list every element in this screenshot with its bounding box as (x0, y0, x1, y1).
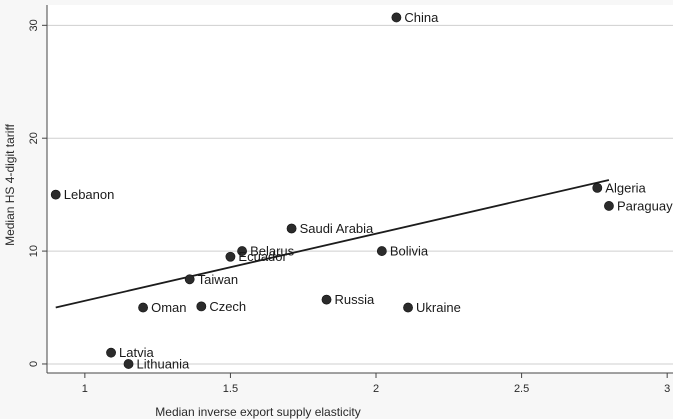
data-points: China Lebanon Algeria Paraguay Saudi Arabia B… (50, 10, 673, 371)
x-axis-ticks: 1 1.5 2 2.5 3 (82, 373, 670, 395)
x-axis-title: Median inverse export supply elasticity (155, 405, 360, 419)
x-tick-label-2.5: 2.5 (514, 383, 529, 395)
point-ecuador (225, 251, 236, 262)
point-paraguay (604, 201, 614, 211)
point-label-bolivia: Bolivia (390, 244, 429, 259)
y-tick-label-0: 0 (28, 361, 40, 367)
y-tick-label-30: 30 (28, 19, 40, 31)
point-saudi-arabia (286, 223, 297, 234)
x-tick-label-3: 3 (664, 383, 670, 395)
point-label-algeria: Algeria (605, 180, 646, 195)
point-label-taiwan: Taiwan (198, 272, 238, 287)
point-taiwan (184, 274, 195, 285)
y-tick-label-10: 10 (28, 245, 40, 257)
plot-area (47, 5, 673, 373)
point-lithuania (123, 359, 134, 369)
point-china (391, 12, 402, 23)
point-label-ukraine: Ukraine (416, 300, 461, 315)
point-label-belarus: Belarus (250, 244, 295, 259)
point-label-oman: Oman (151, 300, 186, 315)
point-lebanon (50, 189, 61, 200)
point-latvia (106, 347, 116, 358)
point-bolivia (376, 246, 387, 256)
point-label-lebanon: Lebanon (64, 187, 115, 202)
point-algeria (592, 182, 603, 193)
point-label-saudi-arabia: Saudi Arabia (300, 221, 374, 236)
point-ukraine (403, 302, 413, 313)
y-axis-title: Median HS 4-digit tariff (3, 123, 17, 246)
point-label-russia: Russia (335, 292, 376, 307)
fit-line-group (55, 179, 610, 309)
point-label-paraguay: Paraguay (617, 198, 673, 213)
point-czech (196, 301, 207, 312)
point-label-lithuania: Lithuania (137, 356, 191, 371)
point-label-latvia: Latvia (119, 345, 154, 360)
x-tick-label-2: 2 (373, 383, 379, 395)
fit-line (55, 179, 610, 309)
point-oman (138, 302, 148, 313)
point-russia (321, 294, 332, 305)
point-label-czech: Czech (209, 299, 246, 314)
x-tick-label-1: 1 (82, 383, 88, 395)
point-label-china: China (404, 10, 439, 25)
x-tick-label-1.5: 1.5 (223, 383, 238, 395)
grid-lines (47, 24, 673, 365)
point-belarus (237, 246, 247, 256)
y-tick-label-20: 20 (28, 132, 40, 144)
point-label-ecuador: Ecuador (238, 249, 287, 264)
y-axis-ticks: 0 10 20 30 (28, 19, 47, 367)
